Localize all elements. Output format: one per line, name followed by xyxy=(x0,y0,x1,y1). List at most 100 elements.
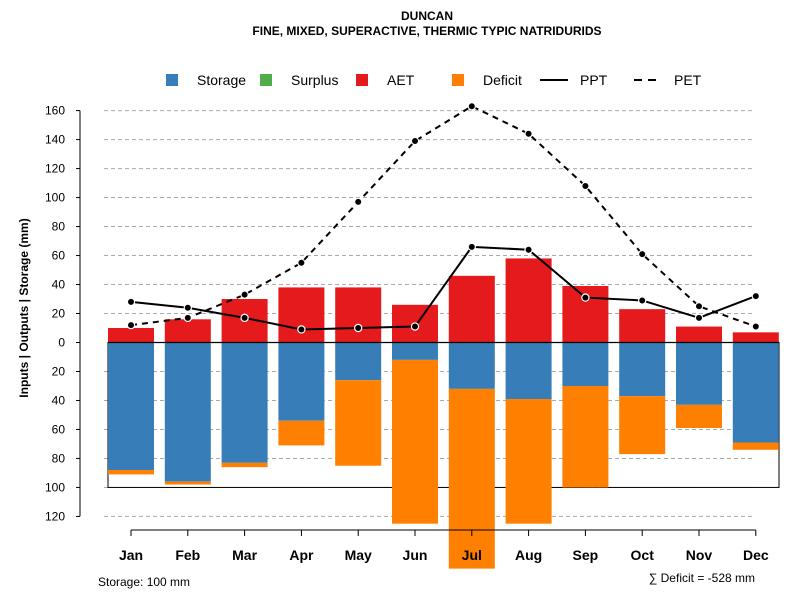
ppt-point xyxy=(126,297,136,307)
deficit-bar xyxy=(619,396,666,455)
y-tick-label: 120 xyxy=(45,509,65,523)
storage-legend-swatch xyxy=(166,74,178,86)
x-tick-label: Sep xyxy=(573,547,599,563)
pet-point xyxy=(126,320,136,330)
y-axis-label: Inputs | Outputs | Storage (mm) xyxy=(17,218,31,397)
ppt-point xyxy=(694,313,704,323)
storage-bar xyxy=(448,342,495,389)
x-tick-label: Feb xyxy=(175,547,200,563)
ppt-point xyxy=(524,245,533,254)
x-tick-label: Mar xyxy=(232,547,257,563)
ppt-point xyxy=(467,242,476,252)
storage-bar xyxy=(619,342,666,397)
aet-bar xyxy=(732,332,779,343)
deficit-bar xyxy=(335,380,382,466)
y-tick-label: 0 xyxy=(58,336,65,350)
deficit-legend-label: Deficit xyxy=(483,72,522,88)
x-tick-label: Jun xyxy=(403,547,428,563)
surplus-legend-swatch xyxy=(260,74,272,86)
pet-point xyxy=(638,249,647,259)
deficit-bar xyxy=(505,399,552,524)
ppt-point xyxy=(410,322,420,331)
storage-bar xyxy=(562,342,609,386)
y-tick-label: 40 xyxy=(52,278,66,292)
x-axis: Jan Feb Mar Apr May Jun Jul Aug Sep Oct Nov Dec xyxy=(119,529,769,563)
storage-bar xyxy=(164,342,211,482)
pet-point xyxy=(240,290,249,299)
legend: Storage Surplus AET Deficit PPT PET xyxy=(166,72,702,88)
aet-bar xyxy=(676,326,722,343)
storage-bar xyxy=(278,342,325,421)
ppt-line xyxy=(130,245,757,331)
ppt-point xyxy=(297,325,306,334)
y-tick-label: 20 xyxy=(52,364,66,378)
deficit-bar xyxy=(562,385,609,488)
storage-bar xyxy=(732,342,779,443)
pet-point xyxy=(751,322,761,331)
y-tick-label: 120 xyxy=(45,162,65,176)
deficit-bar xyxy=(448,388,495,569)
x-tick-label: Jan xyxy=(119,547,143,563)
pet-point xyxy=(354,197,363,207)
aet-bar xyxy=(619,309,666,343)
y-axis: 120 100 80 60 40 20 0 20 40 60 80 100 120 140 160 xyxy=(45,104,81,523)
pet-point xyxy=(694,302,704,311)
ppt-point xyxy=(751,291,761,301)
aet-bar xyxy=(164,319,211,343)
x-tick-label: Dec xyxy=(743,547,769,563)
aet-bar xyxy=(278,287,325,343)
ppt-point xyxy=(581,293,590,302)
ppt-point xyxy=(240,313,249,323)
deficit-footnote: ∑ Deficit = -528 mm xyxy=(649,571,755,585)
ppt-legend-label: PPT xyxy=(580,72,608,88)
y-tick-label: 80 xyxy=(52,451,66,465)
x-tick-label: Apr xyxy=(289,547,314,563)
pet-point xyxy=(524,129,533,138)
deficit-bar xyxy=(108,470,154,475)
y-tick-label: 40 xyxy=(52,393,66,407)
pet-point xyxy=(467,102,476,111)
series-lines xyxy=(126,102,761,334)
ppt-point xyxy=(638,296,647,305)
aet-bar xyxy=(335,287,382,343)
pet-point xyxy=(410,136,420,146)
aet-legend-label: AET xyxy=(387,72,415,88)
chart-subtitle: FINE, MIXED, SUPERACTIVE, THERMIC TYPIC … xyxy=(252,24,601,38)
y-tick-label: 140 xyxy=(45,133,65,147)
storage-legend-label: Storage xyxy=(197,72,246,88)
x-tick-label: Jul xyxy=(462,547,482,563)
storage-bar xyxy=(108,342,154,471)
ppt-point xyxy=(354,323,363,333)
x-tick-label: Nov xyxy=(686,547,713,563)
y-tick-label: 20 xyxy=(52,307,66,321)
y-tick-label: 60 xyxy=(52,249,66,263)
storage-bar xyxy=(221,342,268,463)
pet-legend-label: PET xyxy=(674,72,702,88)
storage-footnote: Storage: 100 mm xyxy=(98,575,190,589)
storage-bar xyxy=(676,342,722,405)
deficit-bar xyxy=(278,420,325,446)
aet-bar xyxy=(448,275,495,343)
y-tick-label: 100 xyxy=(45,191,65,205)
chart-title: DUNCAN xyxy=(401,9,453,23)
surplus-legend-label: Surplus xyxy=(291,72,338,88)
storage-bar xyxy=(392,342,438,360)
x-tick-label: May xyxy=(345,547,372,563)
pet-point xyxy=(183,313,192,323)
storage-bar xyxy=(505,342,552,400)
deficit-bar xyxy=(221,462,268,468)
deficit-bar xyxy=(676,404,722,429)
y-tick-label: 60 xyxy=(52,422,66,436)
y-tick-label: 160 xyxy=(45,104,65,118)
x-tick-label: Oct xyxy=(631,547,655,563)
deficit-bar xyxy=(392,359,438,524)
pet-point xyxy=(297,258,306,267)
y-tick-label: 100 xyxy=(45,480,65,494)
bars xyxy=(108,258,779,569)
deficit-bar xyxy=(164,481,211,485)
pet-point xyxy=(581,181,590,191)
deficit-legend-swatch xyxy=(452,74,464,86)
aet-bar xyxy=(108,328,154,343)
deficit-bar xyxy=(732,442,779,450)
